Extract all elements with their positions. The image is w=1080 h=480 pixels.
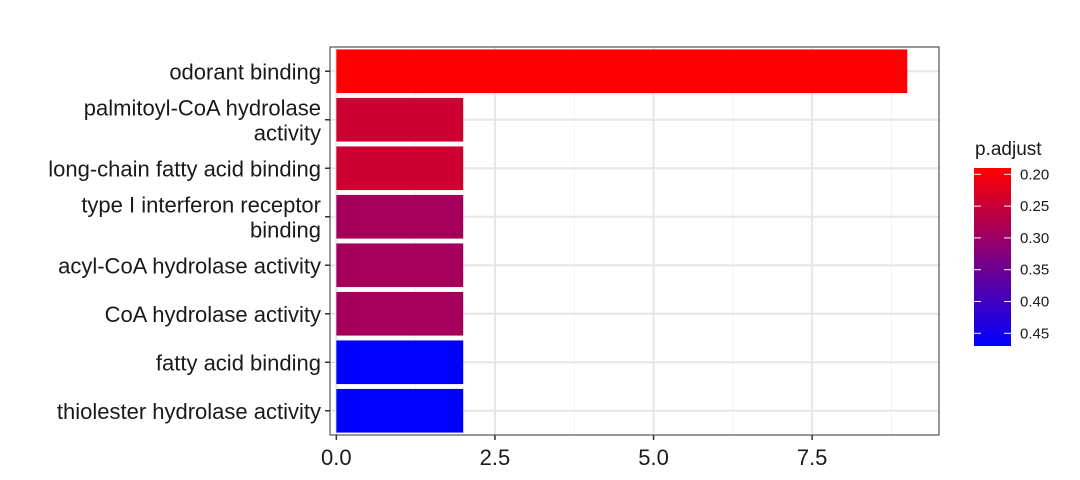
category-label: type I interferon receptor <box>81 192 321 217</box>
category-label: acyl-CoA hydrolase activity <box>58 253 321 278</box>
category-label: long-chain fatty acid binding <box>48 156 321 181</box>
category-label: odorant binding <box>169 59 321 84</box>
legend-tick-label: 0.30 <box>1020 230 1049 247</box>
category-label: CoA hydrolase activity <box>105 302 321 327</box>
x-tick-label: 7.5 <box>797 445 828 470</box>
category-label: thiolester hydrolase activity <box>57 399 321 424</box>
bar <box>336 49 908 94</box>
legend-title: p.adjust <box>975 139 1042 160</box>
legend-tick-label: 0.20 <box>1020 166 1049 183</box>
legend-tick-label: 0.35 <box>1020 262 1049 279</box>
legend: p.adjust 0.20 0.25 0.30 0.35 0.40 0.45 <box>974 139 1049 346</box>
bar <box>336 388 464 433</box>
x-tick-label: 0.0 <box>321 445 352 470</box>
category-label: activity <box>254 120 321 145</box>
legend-tick-label: 0.45 <box>1020 325 1049 342</box>
category-label: palmitoyl-CoA hydrolase <box>84 95 321 120</box>
bar <box>336 243 464 288</box>
bar <box>336 291 464 336</box>
bar <box>336 340 464 385</box>
legend-tick-label: 0.25 <box>1020 198 1049 215</box>
category-label: fatty acid binding <box>156 350 321 375</box>
bar <box>336 97 464 142</box>
x-axis: 0.0 2.5 5.0 7.5 <box>321 435 827 470</box>
legend-colorbar <box>974 168 1011 346</box>
x-tick-label: 2.5 <box>480 445 511 470</box>
bar <box>336 194 464 239</box>
panel-border <box>329 46 940 436</box>
x-tick-label: 5.0 <box>638 445 669 470</box>
category-label: binding <box>250 217 321 242</box>
bar <box>336 146 464 191</box>
legend-tick-label: 0.40 <box>1020 294 1049 311</box>
bars <box>336 49 908 433</box>
